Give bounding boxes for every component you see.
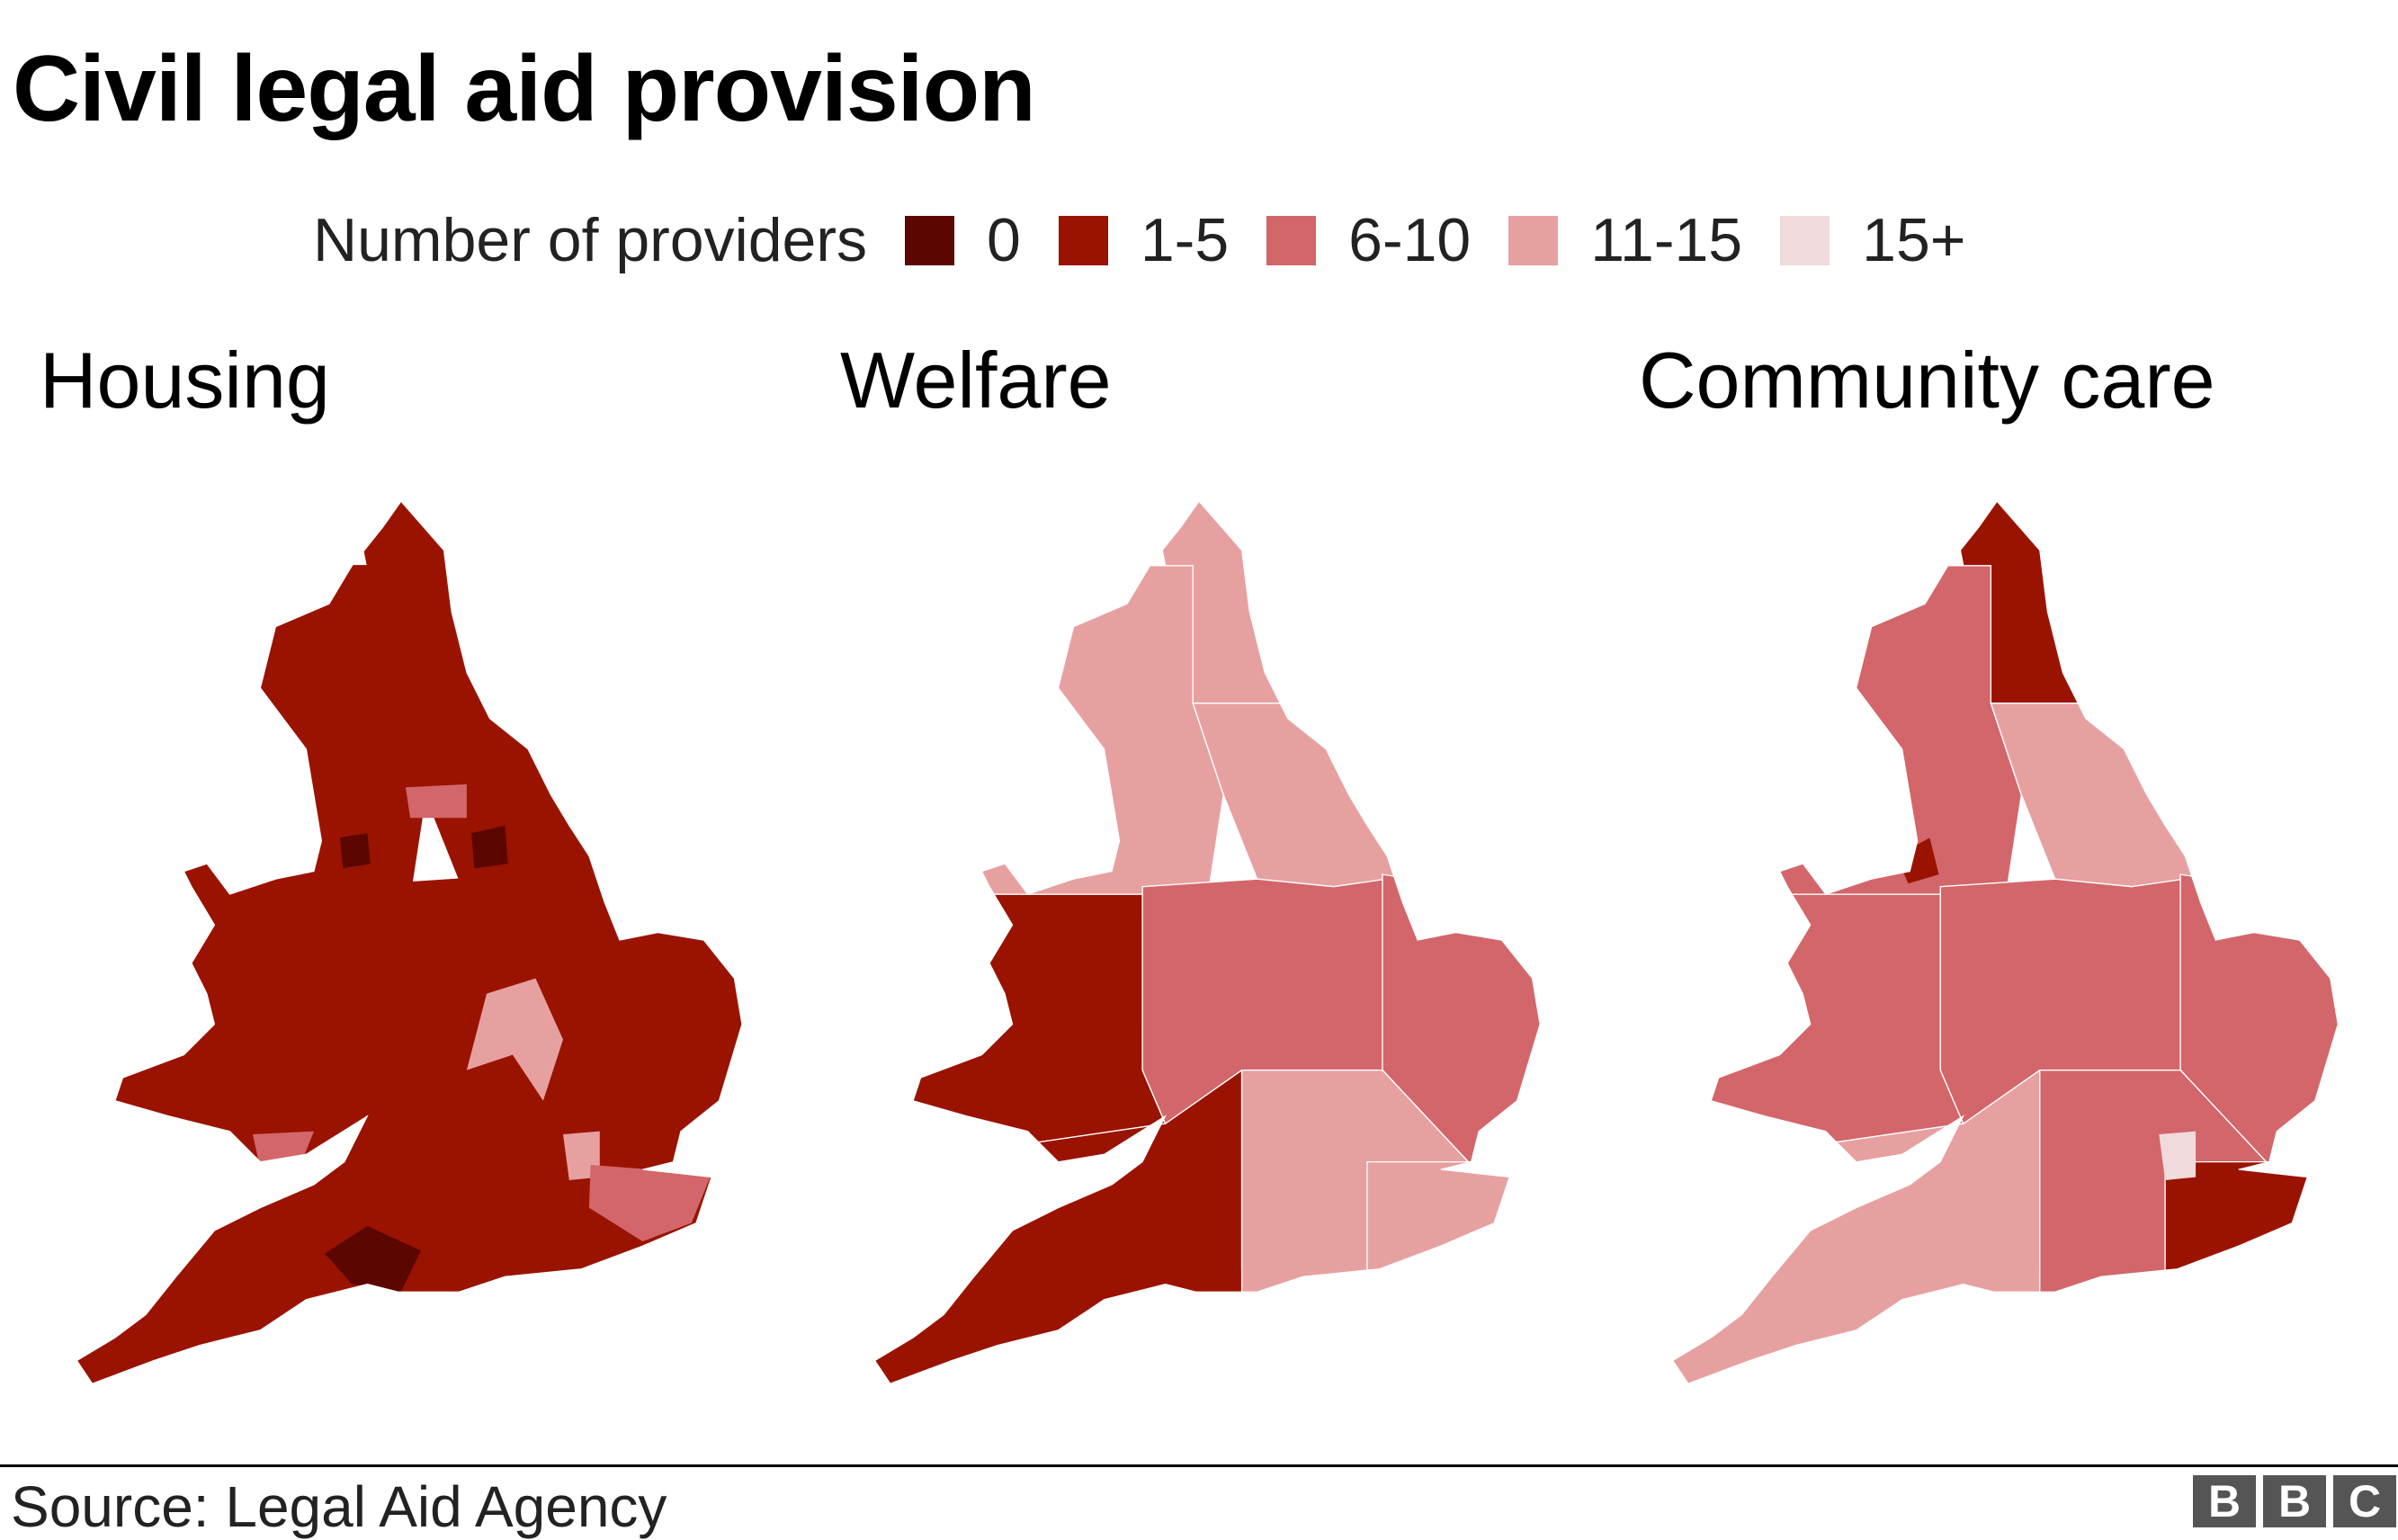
map-welfare (873, 500, 1541, 1384)
region-yorkshire (1192, 703, 1442, 888)
region-north-west (980, 565, 1224, 895)
region-kent-sussex (2164, 1160, 2339, 1384)
map-housing (76, 500, 743, 1384)
source-note: Source: Legal Aid Agency (11, 1474, 667, 1539)
legend-swatch-0 (905, 215, 955, 265)
region-wales (76, 855, 369, 1178)
area-west-yorkshire-part (405, 783, 467, 819)
region-north-west (183, 565, 426, 895)
legend-label-11-15: 11-15 (1590, 206, 1743, 274)
legend-label-0: 0 (987, 206, 1021, 274)
coastline (1672, 500, 2339, 1384)
area-manchester-part (339, 833, 371, 869)
region-wales (1672, 855, 1964, 1178)
map-community-care (1672, 500, 2339, 1384)
panel-title-housing: Housing (40, 336, 330, 425)
coastline (76, 500, 743, 1384)
area-york-part (471, 825, 508, 869)
coastline (873, 500, 1541, 1384)
legend-swatch-15plus (1780, 215, 1830, 265)
panel-title-community-care: Community care (1639, 336, 2215, 425)
legend-label-6-10: 6-10 (1348, 206, 1472, 274)
area-oxfordshire-part (466, 978, 564, 1101)
legend: Number of providers 0 1-5 6-10 11-15 15+ (313, 205, 2003, 275)
legend-swatch-6-10 (1266, 215, 1317, 265)
chart-title: Civil legal aid provision (13, 37, 1036, 141)
area-london-part (2159, 1131, 2197, 1181)
region-kent-sussex (1366, 1160, 1540, 1384)
region-wales (874, 855, 1167, 1178)
legend-swatch-1-5 (1058, 215, 1108, 265)
panel-title-welfare: Welfare (840, 336, 1112, 425)
region-yorkshire (1990, 703, 2240, 888)
area-dorset-part (324, 1226, 421, 1293)
legend-swatch-11-15 (1508, 215, 1559, 265)
region-north-west (1779, 565, 2023, 895)
footer-divider (0, 1464, 2398, 1467)
legend-label-1-5: 1-5 (1140, 206, 1230, 274)
area-kent-part (588, 1165, 711, 1241)
area-bristol-part (253, 1131, 314, 1170)
legend-title: Number of providers (313, 206, 868, 274)
legend-label-15plus: 15+ (1862, 206, 1966, 274)
